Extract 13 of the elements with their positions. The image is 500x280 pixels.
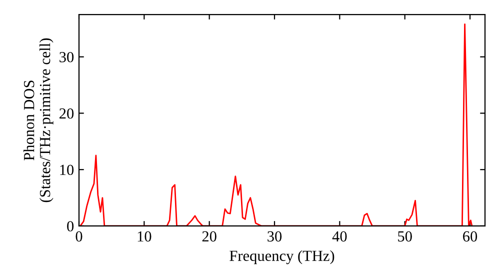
x-tick-label: 60 bbox=[463, 231, 478, 242]
x-tick-label: 10 bbox=[138, 231, 152, 242]
y-tick-label: 30 bbox=[60, 52, 74, 62]
y-axis-title: Phonon DOS (States/THz·primitive cell) bbox=[23, 38, 54, 202]
y-tick-label: 0 bbox=[67, 221, 74, 232]
x-tick-label: 0 bbox=[76, 231, 82, 242]
y-tick-label: 20 bbox=[60, 108, 74, 119]
x-axis-title: Frequency (THz) bbox=[230, 250, 334, 264]
x-tick-label: 20 bbox=[202, 231, 216, 242]
x-tick-label: 30 bbox=[268, 231, 282, 242]
x-tick-label: 40 bbox=[332, 231, 347, 242]
x-tick-label: 50 bbox=[398, 231, 412, 242]
y-tick-label: 10 bbox=[60, 164, 74, 176]
